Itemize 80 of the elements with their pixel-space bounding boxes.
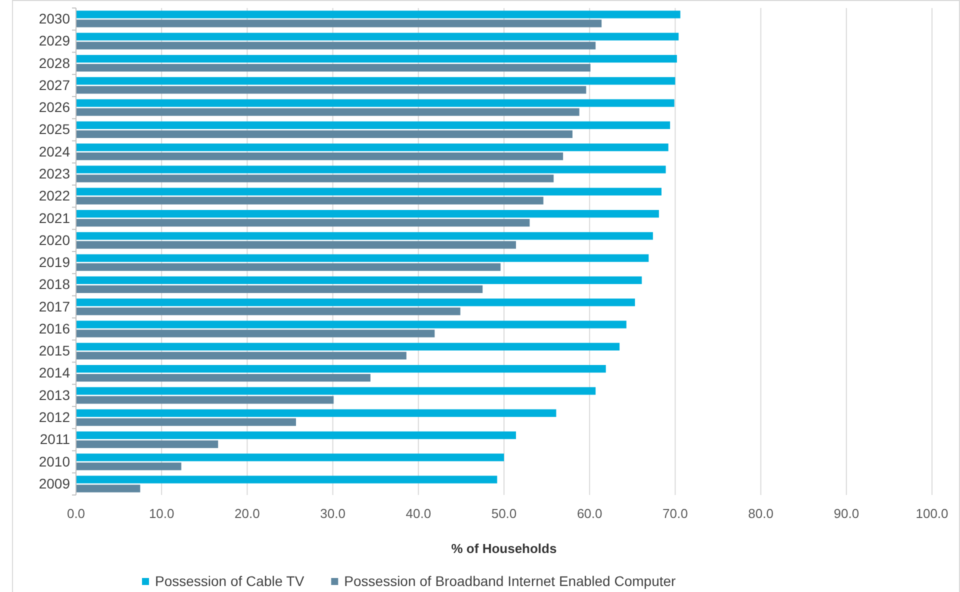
x-tick-label: 0.0 <box>66 506 86 522</box>
y-tick-label: 2013 <box>38 386 70 403</box>
y-tick-label: 2025 <box>38 121 70 138</box>
bar <box>76 54 677 63</box>
y-tick-label: 2023 <box>38 166 70 182</box>
bar <box>76 396 334 404</box>
y-tick-label: 2019 <box>38 254 70 270</box>
bar <box>76 42 596 50</box>
y-tick-label: 2029 <box>38 32 70 49</box>
y-tick-label: 2030 <box>38 10 70 27</box>
x-tick-label: 10.0 <box>148 506 174 522</box>
x-tick-label: 40.0 <box>406 506 432 522</box>
y-tick-label: 2015 <box>38 342 70 359</box>
bar <box>76 352 406 360</box>
bar <box>76 86 586 94</box>
bar <box>76 130 572 138</box>
bar <box>76 99 674 107</box>
bar <box>76 196 544 204</box>
bar <box>76 476 498 484</box>
x-tick-label: 90.0 <box>834 506 860 522</box>
bar <box>76 454 504 462</box>
y-tick-label: 2009 <box>38 475 70 492</box>
bar <box>76 218 530 227</box>
bar <box>76 342 620 350</box>
bar <box>76 254 649 262</box>
y-tick-label: 2022 <box>38 188 70 204</box>
y-tick-label: 2027 <box>38 76 70 93</box>
bar <box>76 409 556 417</box>
bar <box>76 365 606 373</box>
bar <box>76 320 626 328</box>
bar <box>76 174 554 182</box>
legend-label: Possession of Broadband Internet Enabled Computer <box>344 573 676 589</box>
y-tick-label: 2018 <box>38 276 70 292</box>
y-tick-label: 2012 <box>38 409 70 426</box>
bar <box>76 166 666 174</box>
bar <box>76 241 516 249</box>
bar <box>76 144 668 152</box>
x-tick-label: 30.0 <box>320 506 346 522</box>
y-tick-label: 2014 <box>38 364 70 381</box>
x-axis-title: % of Households <box>451 541 557 556</box>
y-tick-label: 2026 <box>38 99 70 116</box>
bar <box>76 232 653 240</box>
y-tick-label: 2020 <box>38 232 70 248</box>
x-tick-label: 60.0 <box>576 506 602 522</box>
x-tick-label: 20.0 <box>234 506 260 522</box>
bar <box>76 285 483 294</box>
x-tick-label: 50.0 <box>491 506 517 522</box>
bar <box>76 276 642 284</box>
x-tick-label: 80.0 <box>748 506 774 522</box>
bar <box>76 484 140 492</box>
bar <box>76 374 370 382</box>
y-tick-label: 2016 <box>38 320 70 336</box>
bar <box>76 263 501 271</box>
bar <box>76 387 596 395</box>
bar <box>76 431 516 440</box>
x-tick-label: 100.0 <box>916 506 948 522</box>
bar <box>76 10 680 18</box>
bar <box>76 330 435 338</box>
y-tick-label: 2010 <box>38 453 70 470</box>
y-tick-label: 2011 <box>40 431 70 448</box>
bar <box>76 188 662 196</box>
legend-label: Possession of Cable TV <box>155 573 305 589</box>
bar <box>76 462 182 470</box>
bar <box>76 121 670 130</box>
y-tick-label: 2021 <box>38 210 70 226</box>
bar <box>76 20 602 28</box>
bar <box>76 108 580 116</box>
bar <box>76 418 296 426</box>
x-tick-label: 70.0 <box>662 506 688 522</box>
bar <box>76 77 676 85</box>
bar <box>76 64 590 72</box>
bar <box>76 32 679 40</box>
y-tick-label: 2017 <box>38 298 70 314</box>
bar <box>76 210 659 218</box>
y-tick-label: 2028 <box>38 54 70 71</box>
y-tick-label: 2024 <box>38 143 70 160</box>
bar <box>76 298 635 306</box>
bar <box>76 440 218 448</box>
bar <box>76 308 460 316</box>
bar <box>76 152 564 160</box>
